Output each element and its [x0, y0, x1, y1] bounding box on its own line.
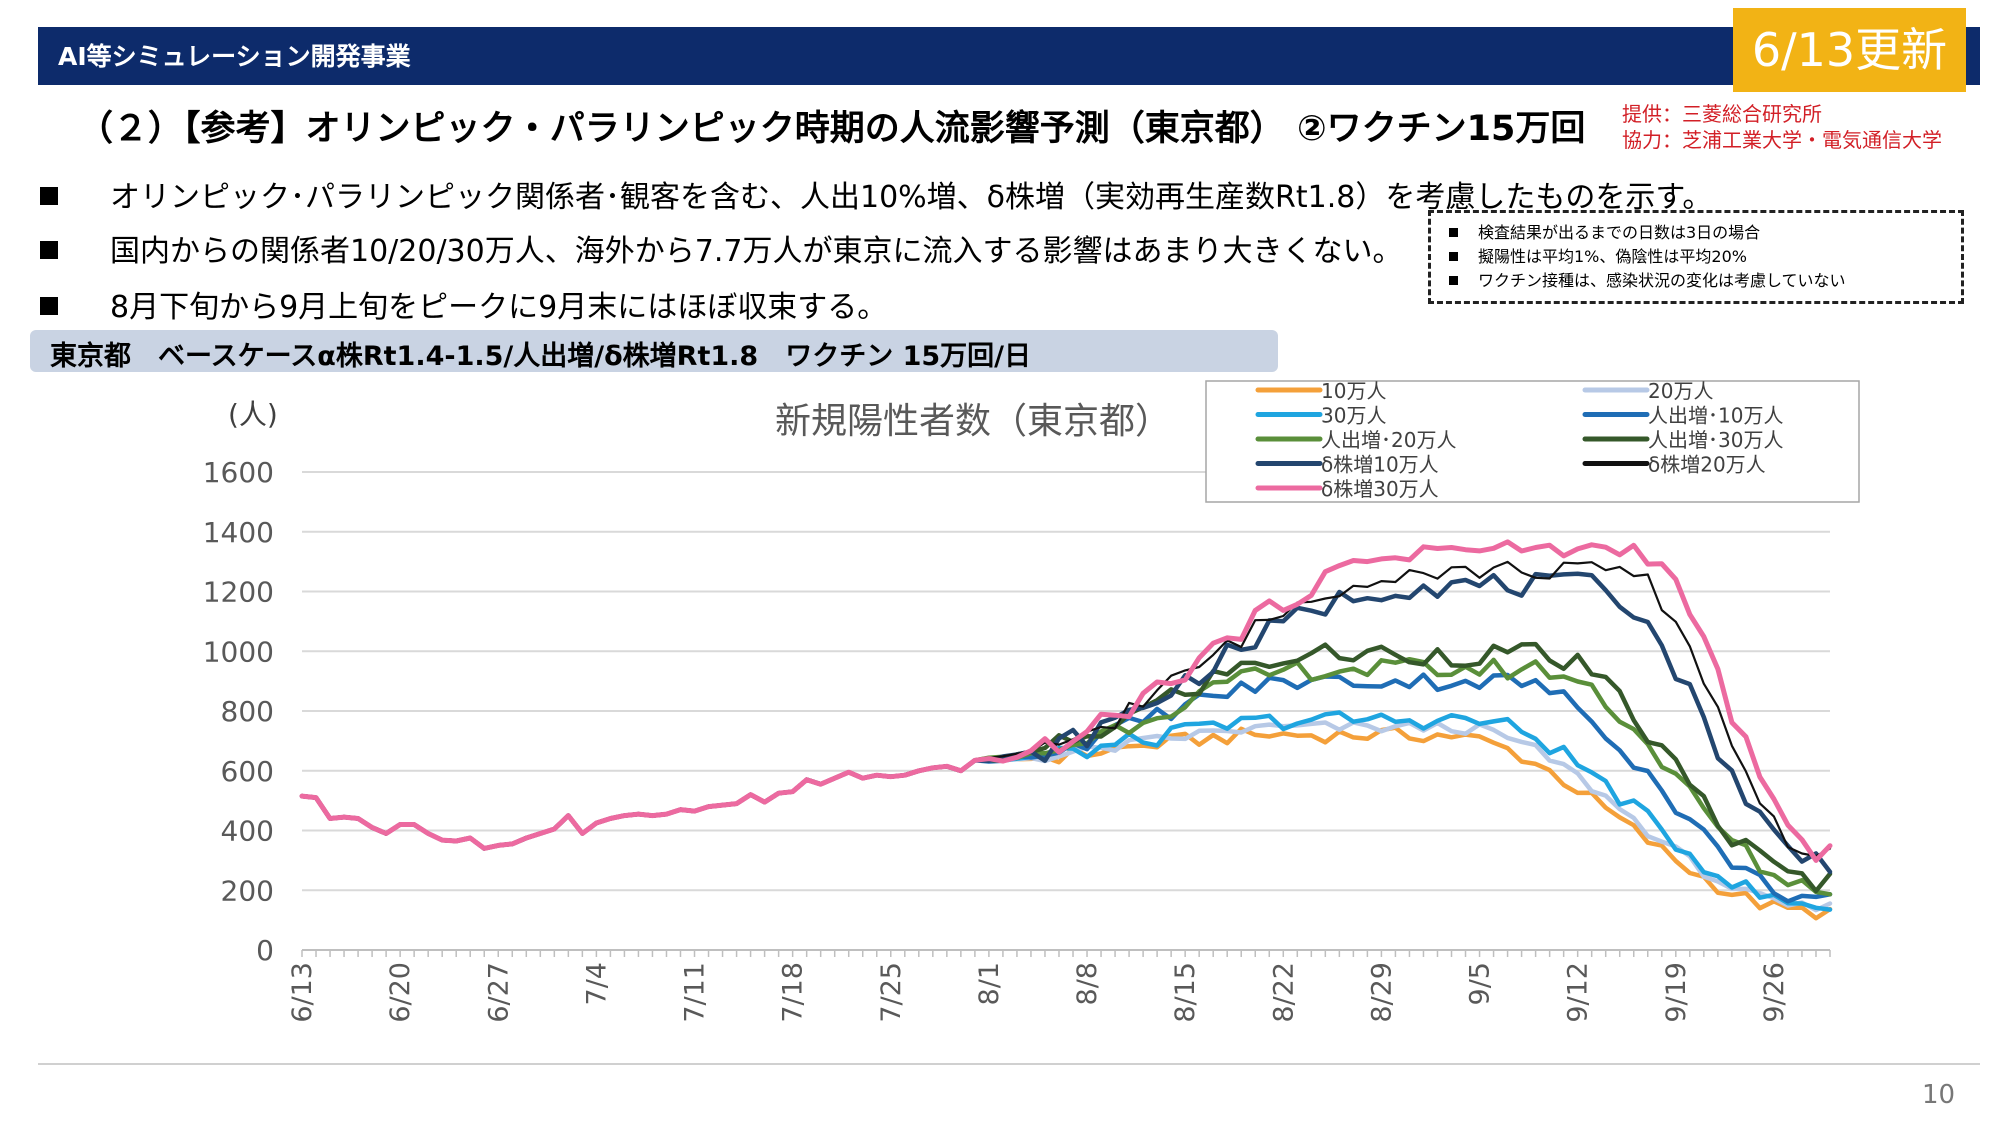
bullet-text: オリンピック･パラリンピック関係者･観客を含む、人出10%増、δ株増（実効再生産… — [110, 180, 1713, 215]
x-tick-label: 6/20 — [385, 962, 416, 1023]
x-tick-label: 8/8 — [1072, 962, 1103, 1005]
series-line-8 — [300, 560, 1832, 858]
note-square-icon — [1449, 252, 1458, 261]
section-title: AI等シミュレーション開発事業 — [58, 42, 411, 71]
note-square-icon — [1449, 276, 1458, 285]
bullet-text: 国内からの関係者10/20/30万人、海外から7.7万人が東京に流入する影響はあ… — [110, 234, 1403, 269]
y-tick-label: 1600 — [203, 456, 274, 489]
legend-label: 人出増･30万人 — [1648, 428, 1783, 452]
note-square-icon — [1449, 228, 1458, 237]
x-tick-label: 9/5 — [1465, 962, 1496, 1005]
series-line-9 — [299, 539, 1833, 863]
y-tick-label: 400 — [221, 815, 274, 848]
page-number: 10 — [1922, 1080, 1956, 1110]
x-tick-label: 7/25 — [876, 962, 907, 1023]
note-text: 擬陽性は平均1%、偽陰性は平均20% — [1478, 247, 1747, 266]
series-line-7 — [299, 571, 1833, 875]
y-tick-label: 200 — [221, 874, 274, 907]
y-tick-label: 800 — [221, 695, 274, 728]
x-axis-ticks: 6/13 6/20 6/27 7/4 7/11 7/18 7/25 8/1 8/8 8/15 8/2… — [287, 962, 1790, 1023]
legend-label: δ株増20万人 — [1648, 453, 1766, 477]
assumption-note-box: 検査結果が出るまでの日数は3日の場合 擬陽性は平均1%、偽陰性は平均20% ワク… — [1428, 210, 1964, 304]
x-tick-label: 9/26 — [1759, 962, 1790, 1023]
series-line-4 — [299, 672, 1833, 904]
x-tick-label: 7/11 — [680, 962, 711, 1023]
update-badge: 6/13更新 — [1733, 8, 1966, 92]
note-item: 検査結果が出るまでの日数は3日の場合 — [1449, 219, 1760, 243]
note-item: 擬陽性は平均1%、偽陰性は平均20% — [1449, 243, 1747, 267]
header-bar — [38, 27, 1980, 85]
x-tick-label: 6/27 — [483, 962, 514, 1023]
y-tick-label: 1000 — [203, 635, 274, 668]
legend-label: δ株増10万人 — [1321, 453, 1439, 477]
bullet-item: 国内からの関係者10/20/30万人、海外から7.7万人が東京に流入する影響はあ… — [40, 226, 1402, 270]
series-line-6 — [299, 641, 1833, 894]
y-tick-label: 1400 — [203, 516, 274, 549]
x-tick-label: 8/1 — [974, 962, 1005, 1005]
scenario-bar — [30, 330, 1278, 372]
y-axis-label: (人) — [228, 398, 278, 431]
x-tick-label: 8/29 — [1366, 962, 1397, 1023]
note-item: ワクチン接種は、感染状況の変化は考慮していない — [1449, 267, 1846, 291]
note-text: 検査結果が出るまでの日数は3日の場合 — [1478, 223, 1761, 242]
slide-title: （２）【参考】オリンピック・パラリンピック時期の人流影響予測（東京都） ②ワクチ… — [78, 109, 1586, 149]
bullet-square-icon — [40, 241, 58, 259]
legend-label: 20万人 — [1648, 379, 1713, 403]
credit-provider: 提供：三菱総合研究所 — [1622, 102, 1822, 126]
bullet-item: オリンピック･パラリンピック関係者･観客を含む、人出10%増、δ株増（実効再生産… — [40, 172, 1712, 216]
x-tick-label: 9/19 — [1661, 962, 1692, 1023]
x-tick-label: 8/22 — [1268, 962, 1299, 1023]
legend-label: δ株増30万人 — [1321, 477, 1439, 501]
y-tick-label: 0 — [256, 934, 274, 967]
y-tick-label: 600 — [221, 755, 274, 788]
chart-series-lines — [299, 539, 1833, 921]
chart-title: 新規陽性者数（東京都） — [775, 401, 1171, 442]
x-tick-label: 9/12 — [1563, 962, 1594, 1023]
legend-label: 人出増･10万人 — [1648, 404, 1783, 428]
legend-label: 30万人 — [1321, 404, 1386, 428]
x-tick-label: 6/13 — [287, 962, 318, 1023]
note-text: ワクチン接種は、感染状況の変化は考慮していない — [1478, 271, 1846, 290]
scenario-label: 東京都 ベースケースα株Rt1.4-1.5/人出増/δ株増Rt1.8 ワクチン … — [50, 341, 1032, 372]
credit-cooperation: 協力：芝浦工業大学・電気通信大学 — [1622, 128, 1942, 152]
bullet-item: 8月下旬から9月上旬をピークに9月末にはほぼ収束する。 — [40, 282, 887, 326]
legend-label: 人出増･20万人 — [1321, 428, 1456, 452]
y-axis-ticks: 0 200 400 600 800 1000 1200 1400 1600 — [203, 456, 274, 967]
x-tick-label: 7/4 — [581, 962, 612, 1005]
bullet-text: 8月下旬から9月上旬をピークに9月末にはほぼ収束する。 — [110, 290, 888, 325]
x-tick-label: 8/15 — [1170, 962, 1201, 1023]
bullet-square-icon — [40, 187, 58, 205]
y-tick-label: 1200 — [203, 576, 274, 609]
footer-divider — [38, 1063, 1980, 1065]
bullet-square-icon — [40, 297, 58, 315]
x-tick-label: 7/18 — [778, 962, 809, 1023]
legend-label: 10万人 — [1321, 379, 1386, 403]
